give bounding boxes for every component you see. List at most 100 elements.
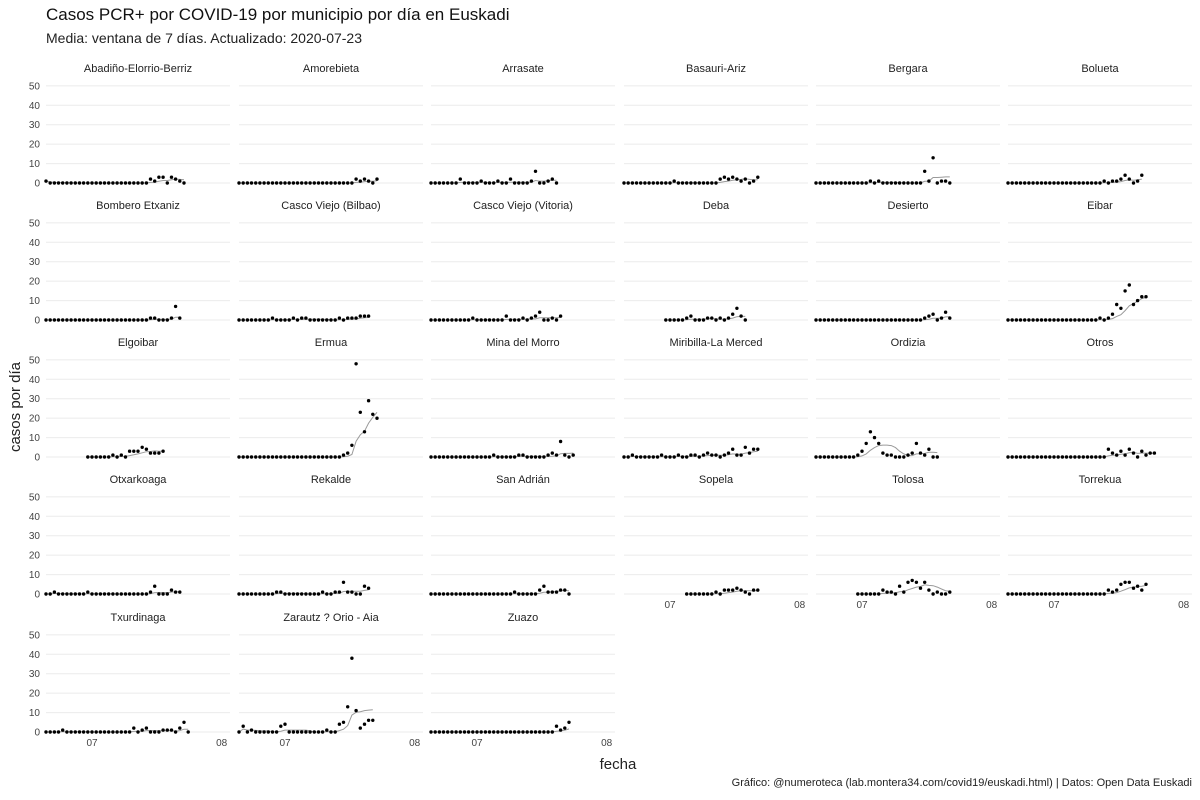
data-point <box>939 316 944 320</box>
data-point <box>81 181 86 185</box>
data-point <box>939 592 944 596</box>
data-point <box>1106 316 1111 320</box>
data-point <box>266 181 270 185</box>
data-point <box>1085 181 1090 185</box>
data-point <box>44 318 48 322</box>
data-point <box>483 592 488 596</box>
data-point <box>864 318 868 322</box>
data-point <box>525 318 529 322</box>
data-point <box>140 318 144 322</box>
data-point <box>325 455 329 459</box>
data-point <box>98 318 103 322</box>
data-point <box>731 175 735 179</box>
data-point <box>94 455 98 459</box>
data-point <box>94 730 98 734</box>
facet-title: Casco Viejo (Bilbao) <box>281 200 380 212</box>
data-point <box>504 181 508 185</box>
data-point <box>1031 592 1035 596</box>
data-point <box>107 730 111 734</box>
data-point <box>885 590 889 594</box>
data-point <box>1043 318 1048 322</box>
data-point <box>304 316 308 320</box>
data-point <box>747 451 752 455</box>
data-point <box>864 441 868 446</box>
data-point <box>157 592 161 596</box>
data-point <box>1123 289 1127 293</box>
data-point <box>1014 181 1019 185</box>
data-point <box>1052 318 1056 322</box>
data-point <box>512 590 517 594</box>
data-point <box>333 730 337 734</box>
data-point <box>341 580 346 584</box>
data-point <box>295 592 300 596</box>
data-point <box>847 455 852 459</box>
rolling-mean-line <box>1008 584 1147 595</box>
data-point <box>1144 582 1148 586</box>
data-point <box>643 455 647 459</box>
data-point <box>1148 451 1152 455</box>
data-point <box>254 592 258 596</box>
data-point <box>279 181 283 185</box>
data-point <box>893 455 898 459</box>
data-point <box>132 449 136 453</box>
y-tick-label: 30 <box>29 531 41 542</box>
data-point <box>325 592 329 596</box>
data-point <box>676 181 681 185</box>
data-point <box>291 181 296 185</box>
data-point <box>927 447 931 451</box>
data-point <box>291 316 296 320</box>
data-point <box>822 181 827 185</box>
y-tick-label: 30 <box>29 394 41 405</box>
data-point <box>287 455 291 459</box>
data-point <box>868 179 873 183</box>
data-point <box>169 175 174 179</box>
data-point <box>563 453 567 457</box>
data-point <box>52 318 57 322</box>
data-point <box>877 179 881 183</box>
facet-title: Mina del Morro <box>486 337 559 349</box>
data-point <box>1106 588 1111 592</box>
data-point <box>283 592 287 596</box>
data-point <box>312 455 316 459</box>
data-point <box>756 447 760 451</box>
data-point <box>102 455 107 459</box>
data-point <box>462 455 467 459</box>
data-point <box>847 318 852 322</box>
data-point <box>504 730 508 734</box>
facet-title: Tolosa <box>892 474 925 486</box>
data-point <box>508 592 513 596</box>
data-point <box>358 410 362 414</box>
data-point <box>1052 181 1056 185</box>
data-point <box>1131 181 1136 185</box>
data-point <box>818 181 822 185</box>
data-point <box>893 592 898 596</box>
facet-panel: Zuazo 07 08 <box>429 612 615 749</box>
data-point <box>132 181 136 185</box>
data-point <box>90 592 94 596</box>
data-point <box>102 318 107 322</box>
data-point <box>647 455 651 459</box>
y-tick-label: 20 <box>29 551 41 562</box>
data-point <box>119 453 124 457</box>
data-point <box>157 730 161 734</box>
data-point <box>300 316 304 320</box>
data-point <box>1035 181 1040 185</box>
data-point <box>366 314 371 318</box>
data-point <box>291 592 296 596</box>
data-point <box>735 586 739 590</box>
data-point <box>266 730 270 734</box>
data-point <box>685 592 689 596</box>
data-point <box>98 730 103 734</box>
data-point <box>258 181 262 185</box>
facet-panel: Elgoibar 0 10 20 30 40 50 <box>29 337 230 464</box>
data-point <box>701 181 706 185</box>
rolling-mean-line <box>816 444 938 458</box>
data-point <box>69 181 73 185</box>
data-point <box>111 318 115 322</box>
data-point <box>680 318 685 322</box>
data-point <box>910 578 914 583</box>
data-point <box>266 592 270 596</box>
data-point <box>826 181 831 185</box>
y-tick-label: 30 <box>29 669 41 680</box>
data-point <box>935 590 939 594</box>
